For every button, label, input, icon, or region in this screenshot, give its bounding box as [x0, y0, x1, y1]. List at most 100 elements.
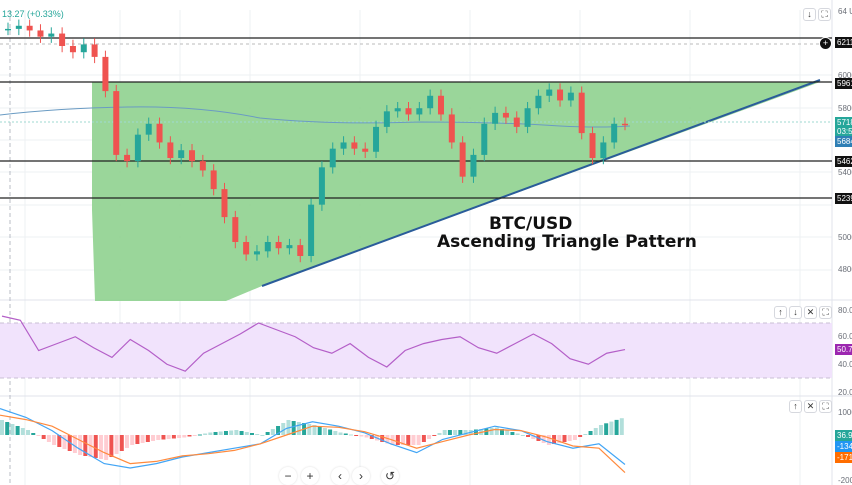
macd-histogram-bar	[20, 428, 25, 435]
macd-histogram-bar	[401, 435, 406, 445]
macd-histogram-bar	[411, 435, 416, 445]
candle-body	[91, 44, 98, 57]
macd-histogram-tag: 36.9	[835, 430, 852, 441]
maximize-pane-button[interactable]: ⛶	[818, 8, 831, 21]
candle-body	[167, 142, 174, 158]
zoom-out-button[interactable]: −	[279, 467, 297, 485]
candle-body	[15, 25, 22, 29]
macd-histogram-bar	[578, 435, 583, 437]
macd-histogram-bar	[317, 426, 322, 435]
macd-histogram-bar	[546, 435, 551, 445]
macd-histogram-bar	[140, 435, 145, 443]
candle-body	[611, 123, 618, 143]
rsi-value-tag: 50.7	[835, 344, 852, 355]
candle-body	[189, 150, 196, 162]
macd-histogram-bar	[328, 429, 333, 435]
candle-body	[124, 154, 131, 162]
macd-histogram-bar	[359, 435, 364, 437]
macd-histogram-bar	[57, 435, 62, 447]
macd-histogram-bar	[250, 433, 254, 435]
macd-histogram-bar	[229, 430, 234, 435]
macd-histogram-bar	[104, 435, 109, 460]
zoom-in-button[interactable]: +	[301, 467, 319, 485]
macd-histogram-bar	[15, 426, 20, 435]
candle-body	[5, 28, 11, 31]
macd-histogram-bar	[338, 432, 343, 435]
scroll-left-button[interactable]: ‹	[331, 467, 349, 485]
macd-histogram-bar	[604, 423, 609, 435]
candle-body	[405, 108, 412, 115]
macd-histogram-bar	[458, 430, 463, 435]
scroll-right-button[interactable]: ›	[352, 467, 370, 485]
candle-body	[26, 25, 33, 31]
macd-histogram-bar	[588, 431, 593, 435]
candle-body	[362, 148, 369, 152]
macd-histogram-bar	[406, 435, 411, 445]
price-tick: 5800	[838, 104, 852, 113]
ma-value-tag: 5684	[835, 136, 852, 147]
macd-histogram-bar	[567, 435, 572, 441]
move-down-button[interactable]: ↓	[803, 8, 816, 21]
macd-histogram-bar	[380, 435, 385, 442]
candle-body	[156, 123, 163, 143]
macd-histogram-bar	[192, 435, 197, 436]
rsi-move-up-button[interactable]: ↑	[774, 306, 787, 319]
macd-histogram-bar	[364, 435, 369, 438]
candle-body	[329, 148, 336, 168]
price-tick: 5400	[838, 168, 852, 177]
candle-body	[459, 142, 466, 177]
macd-histogram-bar	[473, 429, 478, 435]
candle-body	[243, 242, 250, 255]
macd-histogram-bar	[0, 420, 4, 435]
macd-histogram-bar	[541, 435, 546, 443]
annotation-title: BTC/USD	[489, 214, 573, 234]
level-tag-5961: 5961	[835, 78, 852, 89]
macd-histogram-bar	[46, 435, 51, 442]
macd-histogram-bar	[437, 433, 442, 435]
rsi-line	[1, 315, 626, 372]
candle-body	[102, 56, 109, 92]
macd-histogram-bar	[161, 435, 166, 440]
rsi-close-button[interactable]: ✕	[804, 306, 817, 319]
candle-body	[264, 242, 271, 252]
macd-histogram-bar	[515, 433, 520, 435]
macd-histogram-bar	[244, 432, 249, 435]
macd-histogram-bar	[432, 435, 437, 436]
candle-body	[69, 46, 76, 53]
candle-body	[394, 108, 401, 112]
macd-histogram-bar	[151, 435, 156, 441]
level-tag-6211: 6211	[835, 37, 852, 48]
candle-body	[373, 126, 380, 152]
last-price-tag: 5718	[835, 117, 852, 128]
candle-body	[48, 33, 55, 37]
signal-line	[0, 414, 626, 474]
candle-body	[199, 161, 206, 171]
candle-body	[340, 142, 347, 149]
candle-body	[308, 204, 315, 256]
macd-histogram-bar	[447, 430, 452, 435]
macd-histogram-bar	[239, 431, 244, 435]
macd-histogram-bar	[296, 422, 301, 435]
price-change-legend: 13.27 (+0.33%)	[2, 9, 64, 19]
candle-body	[535, 95, 542, 109]
macd-move-up-button[interactable]: ↑	[789, 400, 802, 413]
macd-line-tag: -134	[835, 441, 852, 452]
price-tick: 6000	[838, 71, 852, 80]
macd-histogram-bar	[98, 435, 103, 459]
rsi-maximize-button[interactable]: ⛶	[819, 306, 832, 319]
macd-histogram-bar	[78, 435, 83, 455]
macd-histogram-bar	[213, 432, 218, 435]
macd-close-button[interactable]: ✕	[804, 400, 817, 413]
macd-maximize-button[interactable]: ⛶	[819, 400, 832, 413]
add-alert-button[interactable]: +	[819, 37, 832, 50]
rsi-move-down-button[interactable]: ↓	[789, 306, 802, 319]
macd-histogram-bar	[41, 435, 46, 439]
candle-body	[622, 123, 628, 126]
candle-body	[383, 111, 390, 127]
macd-histogram-bar	[463, 430, 468, 435]
macd-histogram-bar	[270, 429, 275, 435]
reset-chart-button[interactable]: ↺	[381, 467, 399, 485]
candle-body	[513, 117, 520, 127]
triangle-pattern-area	[92, 82, 820, 301]
